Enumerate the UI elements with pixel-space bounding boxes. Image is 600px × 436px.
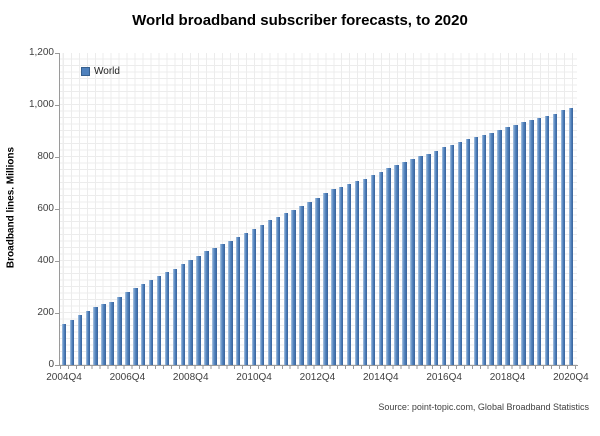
x-axis-line [56,365,578,366]
x-tick-label: 2014Q4 [363,372,399,383]
bar-2013Q2 [331,189,336,365]
bar-2009Q2 [204,251,209,365]
x-minor-tick-marks [60,366,577,369]
bar-2010Q2 [235,237,241,365]
y-tick-mark [55,157,59,158]
bar-2011Q2 [267,220,273,365]
bar-2011Q4 [283,213,288,365]
bar-2015Q4 [410,159,415,365]
plot-area [60,53,577,365]
bar-2016Q4 [441,147,447,365]
x-tick-label: 2012Q4 [299,372,336,383]
source-note: Source: point-topic.com, Global Broadban… [378,402,589,412]
bar-2008Q2 [172,268,178,365]
bar-2007Q3 [148,279,154,365]
bar-2011Q1 [259,224,265,365]
legend-label: World [94,66,120,77]
bar-2011Q3 [275,216,281,365]
bar-2009Q4 [220,244,225,365]
bar-2012Q1 [291,209,296,365]
y-tick-label: 1,200 [28,47,54,58]
bar-2008Q1 [164,272,170,365]
bar-2012Q3 [307,201,312,365]
bar-2010Q1 [228,240,233,365]
bar-2013Q1 [323,193,328,365]
bar-2010Q4 [251,228,257,365]
bar-2005Q4 [93,306,98,365]
bar-2007Q2 [140,283,146,365]
bar-2016Q3 [433,150,439,365]
bar-2014Q4 [378,171,384,365]
y-tick-mark [55,365,59,366]
bar-2010Q3 [243,232,249,365]
legend: World [81,66,120,77]
bar-2015Q2 [394,164,399,365]
y-tick-mark [55,313,59,314]
y-tick-label: 600 [37,203,54,214]
y-tick-mark [55,105,59,106]
y-tick-label: 1,000 [28,99,54,110]
bar-2008Q3 [180,264,186,365]
x-tick-label: 2016Q4 [426,372,462,383]
bar-2012Q4 [315,197,320,365]
bar-2005Q3 [85,310,90,365]
bar-2014Q1 [354,181,360,365]
bar-2016Q2 [426,153,431,365]
bar-2006Q2 [109,301,114,365]
bar-2008Q4 [188,259,193,365]
bar-2005Q2 [77,315,83,365]
bar-2015Q1 [386,168,391,365]
y-tick-mark [55,261,59,262]
bar-2006Q4 [125,292,130,365]
bar-2007Q4 [156,276,162,365]
bar-2018Q2 [489,133,494,365]
x-tick-label: 2010Q4 [236,372,272,383]
bar-2016Q1 [418,156,423,365]
bar-2009Q1 [196,255,201,365]
y-tick-mark [55,53,59,54]
bar-2019Q3 [529,120,534,365]
bar-2006Q1 [101,304,106,365]
y-tick-label: 400 [37,255,54,266]
bar-2020Q2 [552,113,558,365]
y-tick-label: 0 [48,359,54,370]
bar-2019Q2 [521,122,526,365]
y-tick-label: 800 [37,151,54,162]
bar-2019Q1 [513,124,518,365]
bar-2013Q4 [346,184,352,365]
bar-2017Q2 [457,141,463,365]
y-tick-mark [55,209,59,210]
bar-2020Q3 [560,110,566,365]
bar-2020Q4 [568,108,574,365]
bar-2014Q3 [370,175,376,365]
y-axis-line [59,53,60,366]
bar-2017Q4 [473,137,479,365]
bar-2012Q2 [299,205,304,365]
bar-2015Q3 [402,161,407,365]
bar-2013Q3 [338,186,344,365]
bar-2020Q1 [544,115,550,365]
x-tick-label: 2008Q4 [172,372,209,383]
bar-2018Q1 [481,135,486,365]
bar-2014Q2 [362,178,368,365]
x-tick-label: 2020Q4 [553,372,589,383]
legend-swatch-icon [81,67,90,76]
x-tick-label: 2018Q4 [489,372,526,383]
bar-2017Q1 [449,144,455,365]
x-tick-label: 2006Q4 [109,372,146,383]
bar-2009Q3 [212,248,217,365]
bar-2005Q1 [69,319,75,365]
bar-2019Q4 [536,118,542,365]
bar-2007Q1 [133,287,138,365]
y-tick-label: 200 [37,307,54,318]
bar-2018Q3 [497,129,502,365]
chart-title: World broadband subscriber forecasts, to… [132,12,468,29]
bar-2006Q3 [117,297,122,365]
bar-2018Q4 [505,127,510,365]
bar-2004Q4 [61,323,67,365]
x-tick-label: 2004Q4 [46,372,82,383]
bar-2017Q3 [465,139,471,365]
